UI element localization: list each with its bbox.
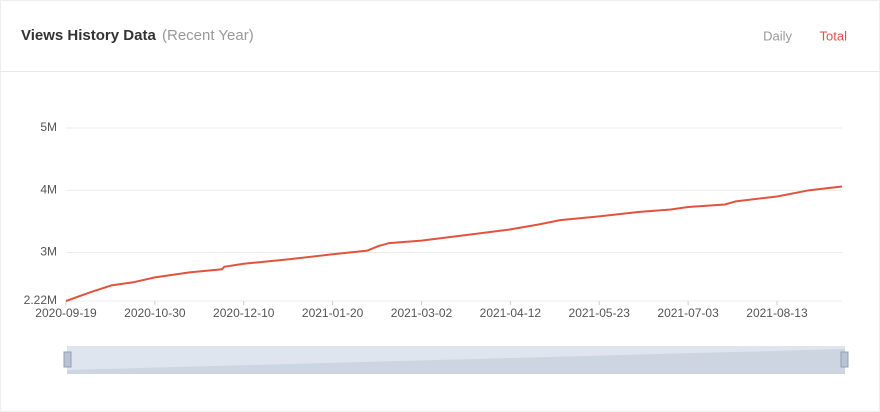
- y-tick-label: 4M: [40, 182, 57, 196]
- tab-total[interactable]: Total: [820, 28, 848, 43]
- y-tick-label: 3M: [40, 245, 57, 259]
- x-tick-label: 2020-09-19: [35, 306, 97, 320]
- line-series: [65, 185, 843, 302]
- card-subtitle: (Recent Year): [162, 27, 254, 44]
- zoom-handle-left[interactable]: [63, 351, 72, 368]
- zoom-handle-right[interactable]: [840, 351, 849, 368]
- x-tick-label: 2021-05-23: [569, 306, 631, 320]
- x-tick-label: 2020-10-30: [124, 306, 186, 320]
- y-tick-label: 5M: [40, 120, 57, 134]
- x-tick-label: 2021-07-03: [657, 306, 719, 320]
- tab-daily[interactable]: Daily: [763, 28, 792, 43]
- x-tick-label: 2021-01-20: [302, 306, 364, 320]
- y-tick-label: 2.22M: [24, 293, 57, 307]
- x-tick-label: 2020-12-10: [213, 306, 275, 320]
- x-tick-label: 2021-08-13: [746, 306, 808, 320]
- zoom-preview: [67, 349, 845, 374]
- x-tick-label: 2021-03-02: [391, 306, 453, 320]
- x-tick-label: 2021-04-12: [480, 306, 542, 320]
- card-title: Views History Data: [21, 27, 156, 44]
